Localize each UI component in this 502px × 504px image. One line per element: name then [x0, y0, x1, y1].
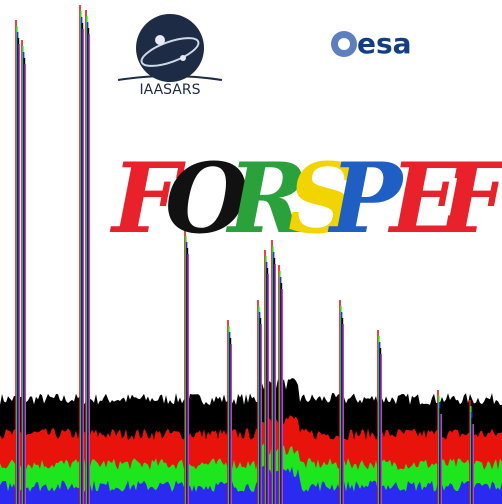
logo-orbit [140, 37, 200, 67]
logo-star [155, 35, 165, 45]
logo-label: esa [357, 27, 412, 60]
title-letter: P [327, 142, 405, 255]
title-letter: O [165, 142, 249, 255]
title-letter: F [437, 142, 502, 255]
spectra [0, 5, 502, 504]
iaasars-logo: IAASARS [117, 14, 223, 98]
logo-label: IAASARS [139, 82, 200, 98]
logo-arc [117, 75, 223, 81]
title-letter: R [225, 142, 308, 255]
esa-e [338, 38, 350, 50]
spectrum-band [0, 465, 502, 504]
title-letter: F [109, 142, 186, 255]
logo-disc [136, 14, 204, 82]
logo-star [180, 55, 186, 61]
esa-logo: esa [331, 27, 412, 60]
title-letter: S [288, 142, 357, 255]
title-letter: E [387, 142, 465, 255]
